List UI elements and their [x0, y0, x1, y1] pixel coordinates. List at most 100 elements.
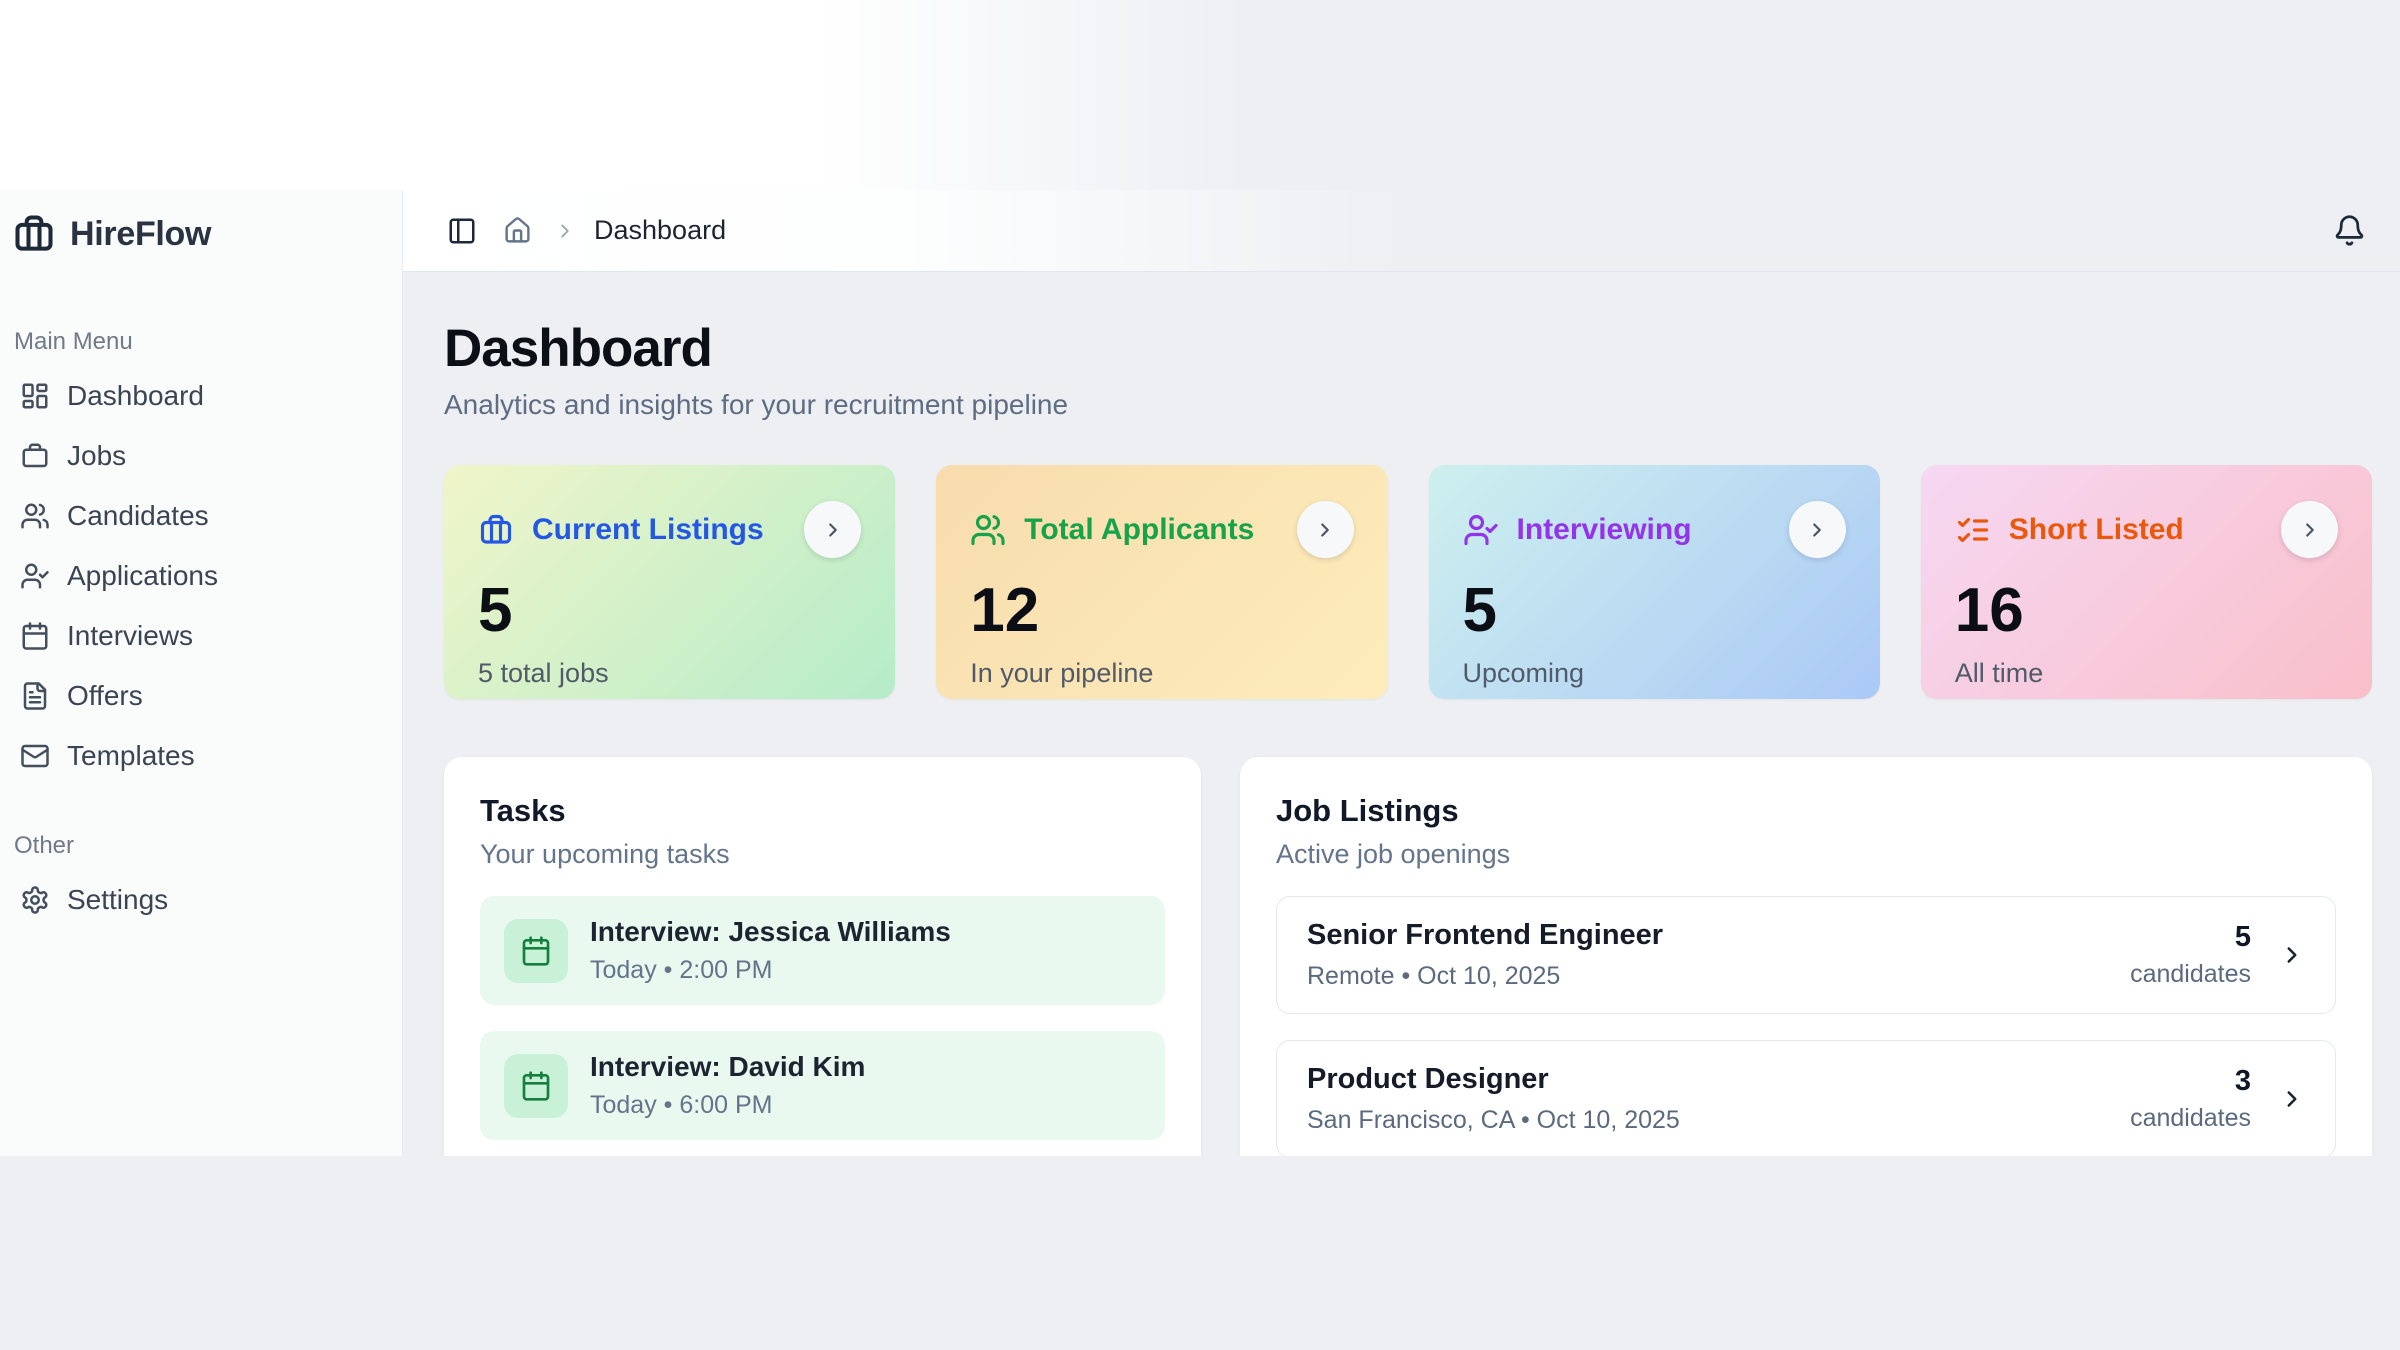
- breadcrumb-current: Dashboard: [594, 215, 727, 245]
- sidebar-item-label: Settings: [67, 884, 169, 915]
- sidebar-item-label: Applications: [67, 560, 218, 591]
- chevron-right-icon: [1813, 522, 1822, 537]
- file-text-icon: [23, 682, 47, 710]
- sidebar-item-offers[interactable]: Offers: [12, 666, 388, 726]
- topbar: Dashboard: [403, 190, 2400, 272]
- tasks-subtitle: Your upcoming tasks: [480, 839, 730, 869]
- stat-card-header: Interviewing: [1463, 501, 1846, 558]
- sidebar-item-templates[interactable]: Templates: [12, 726, 388, 786]
- task-time: Today • 6:00 PM: [590, 1091, 773, 1119]
- stat-label: Short Listed: [2008, 512, 2184, 546]
- stat-caption: In your pipeline: [970, 658, 1154, 688]
- app-window: HireFlow Main Menu Dashboard Jobs Candid…: [0, 190, 2400, 1156]
- sidebar: HireFlow Main Menu Dashboard Jobs Candid…: [0, 190, 403, 1156]
- chevron-right-icon: [2305, 522, 2314, 537]
- sidebar-item-settings[interactable]: Settings: [12, 870, 388, 930]
- sidebar-toggle-button[interactable]: [443, 212, 481, 250]
- task-text: Interview: David Kim Today • 6:00 PM: [590, 1051, 865, 1120]
- sidebar-item-jobs[interactable]: Jobs: [12, 426, 388, 486]
- job-meta: San Francisco, CA • Oct 10, 2025: [1307, 1106, 1680, 1134]
- task-title: Interview: Jessica Williams: [590, 916, 951, 947]
- tasks-panel: Tasks Your upcoming tasks Interview: Jes…: [444, 757, 1201, 1156]
- job-title: Senior Frontend Engineer: [1307, 919, 1664, 951]
- stat-value: 5: [1462, 576, 1497, 645]
- sidebar-section-main-menu: Main Menu: [14, 328, 133, 355]
- home-icon: [505, 217, 530, 243]
- sidebar-section-other: Other: [14, 832, 75, 859]
- stat-card-header: Current Listings: [478, 501, 862, 558]
- stat-card-current-listings[interactable]: Current Listings 5 5 total jobs: [444, 465, 896, 699]
- job-listings-title: Job Listings: [1276, 793, 1459, 828]
- users-icon: [21, 503, 49, 529]
- stat-open-button[interactable]: [2281, 501, 2338, 558]
- stat-label: Current Listings: [532, 512, 764, 546]
- bell-icon: [2335, 215, 2364, 246]
- page-subtitle: Analytics and insights for your recruitm…: [444, 389, 1069, 420]
- sidebar-item-label: Jobs: [67, 440, 127, 471]
- job-info: Product Designer San Francisco, CA • Oct…: [1307, 1063, 2130, 1135]
- stat-card-header: Short Listed: [1955, 501, 2338, 558]
- stat-label: Interviewing: [1516, 512, 1692, 546]
- task-item[interactable]: Interview: Jessica Williams Today • 2:00…: [480, 896, 1165, 1005]
- job-listing-row[interactable]: Senior Frontend Engineer Remote • Oct 10…: [1276, 896, 2336, 1014]
- job-candidate-count: 5 candidates: [2130, 921, 2251, 989]
- task-title: Interview: David Kim: [590, 1051, 866, 1082]
- stat-open-button[interactable]: [1788, 501, 1846, 558]
- mail-icon: [21, 744, 49, 768]
- panel-left-icon: [449, 218, 475, 243]
- sidebar-item-label: Offers: [67, 680, 143, 711]
- chevron-right-icon: [2287, 1091, 2297, 1107]
- task-item[interactable]: Interview: David Kim Today • 6:00 PM: [480, 1031, 1165, 1140]
- chevron-right-icon: [561, 224, 569, 237]
- task-icon-tile: [504, 918, 568, 983]
- stat-card-interviewing[interactable]: Interviewing 5 Upcoming: [1428, 465, 1880, 699]
- job-count-label: candidates: [2130, 960, 2251, 988]
- user-check-icon: [21, 563, 49, 589]
- job-info: Senior Frontend Engineer Remote • Oct 10…: [1307, 919, 2130, 991]
- sidebar-item-dashboard[interactable]: Dashboard: [12, 366, 388, 426]
- sidebar-item-label: Interviews: [67, 620, 194, 651]
- stat-caption: 5 total jobs: [478, 658, 609, 688]
- task-text: Interview: Jessica Williams Today • 2:00…: [590, 916, 951, 985]
- sidebar-item-label: Dashboard: [67, 380, 204, 411]
- brand-name: HireFlow: [70, 214, 212, 253]
- job-listings-subtitle: Active job openings: [1276, 839, 1511, 869]
- task-time: Today • 2:00 PM: [590, 956, 773, 984]
- sidebar-item-label: Candidates: [67, 500, 209, 531]
- stat-card-header: Total Applicants: [970, 501, 1354, 558]
- chevron-right-icon: [828, 522, 837, 537]
- notifications-button[interactable]: [2329, 210, 2370, 251]
- sidebar-item-candidates[interactable]: Candidates: [12, 486, 388, 546]
- users-icon: [971, 514, 1005, 545]
- tasks-title: Tasks: [480, 793, 566, 828]
- job-candidate-count: 3 candidates: [2130, 1065, 2251, 1133]
- stat-caption: All time: [1954, 658, 2044, 688]
- chevron-right-icon: [2287, 947, 2297, 963]
- main-area: Dashboard Dashboard Analytics and insigh…: [403, 190, 2400, 1156]
- calendar-icon: [522, 935, 550, 966]
- briefcase-icon: [22, 443, 48, 468]
- page-title: Dashboard: [444, 319, 713, 378]
- page-top-strip: [0, 0, 2400, 190]
- sidebar-item-interviews[interactable]: Interviews: [12, 606, 388, 666]
- stat-value: 16: [1954, 576, 2024, 645]
- stat-card-total-applicants[interactable]: Total Applicants 12 In your pipeline: [936, 465, 1388, 699]
- job-listings-panel: Job Listings Active job openings Senior …: [1240, 757, 2372, 1156]
- task-icon-tile: [504, 1053, 568, 1118]
- stat-value: 5: [478, 576, 513, 645]
- stat-open-button[interactable]: [804, 501, 862, 558]
- bottom-panels: Tasks Your upcoming tasks Interview: Jes…: [444, 757, 2372, 1156]
- job-listing-row[interactable]: Product Designer San Francisco, CA • Oct…: [1276, 1040, 2336, 1156]
- stat-value: 12: [970, 576, 1040, 645]
- briefcase-icon: [480, 514, 512, 544]
- dashboard-grid-icon: [22, 383, 48, 409]
- job-count-label: candidates: [2130, 1104, 2251, 1132]
- breadcrumb-home-button[interactable]: [499, 212, 536, 249]
- stat-label: Total Applicants: [1024, 512, 1255, 546]
- user-check-icon: [1463, 514, 1498, 545]
- calendar-icon: [522, 1070, 550, 1101]
- sidebar-item-applications[interactable]: Applications: [12, 546, 388, 606]
- stat-open-button[interactable]: [1296, 501, 1354, 558]
- stat-card-short-listed[interactable]: Short Listed 16 All time: [1920, 465, 2372, 699]
- brand-logo: HireFlow: [12, 212, 388, 256]
